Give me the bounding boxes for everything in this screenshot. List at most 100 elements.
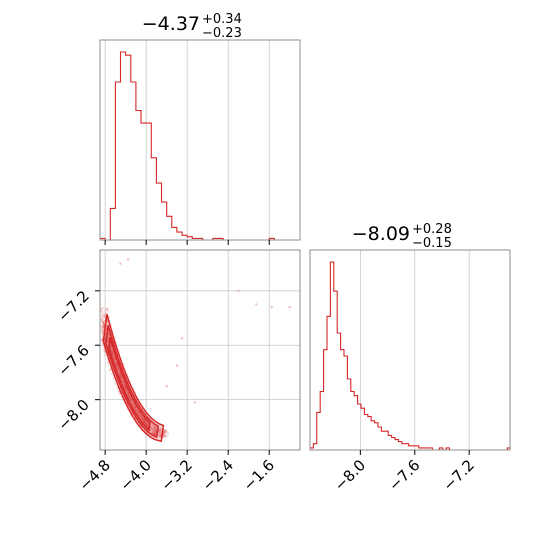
- scatter-point: [150, 427, 154, 430]
- scatter-point: [121, 380, 124, 383]
- scatter-point: [145, 422, 148, 425]
- scatter-point: [129, 398, 132, 401]
- scatter-point: [102, 326, 105, 329]
- scatter-point: [100, 318, 103, 321]
- scatter-point: [131, 404, 134, 407]
- scatter-point: [110, 348, 113, 351]
- joint-ytick-label: −7.6: [54, 341, 92, 379]
- scatter-point: [114, 358, 117, 361]
- scatter-point: [163, 430, 166, 433]
- scatter-point: [101, 313, 104, 316]
- scatter-point: [102, 321, 105, 324]
- scatter-point: [270, 305, 273, 309]
- scatter-point: [134, 405, 137, 408]
- scatter-point: [107, 332, 110, 335]
- scatter-point: [128, 394, 131, 397]
- scatter-point: [106, 342, 109, 345]
- scatter-point: [124, 386, 127, 389]
- scatter-point: [152, 432, 155, 435]
- scatter-point: [107, 336, 110, 340]
- scatter-point: [163, 430, 166, 434]
- contour-level: [108, 337, 151, 432]
- scatter-point: [134, 405, 137, 408]
- scatter-point: [100, 331, 103, 334]
- scatter-point: [159, 432, 162, 435]
- scatter-point: [115, 365, 118, 368]
- scatter-point: [109, 343, 112, 346]
- hist2-line: [310, 261, 511, 451]
- scatter-point: [137, 412, 140, 415]
- scatter-point: [164, 430, 167, 433]
- scatter-point: [134, 409, 138, 412]
- scatter-point: [100, 338, 103, 341]
- scatter-point: [153, 427, 156, 430]
- scatter-point: [144, 420, 147, 423]
- scatter-point: [154, 429, 158, 433]
- scatter-point: [158, 429, 161, 432]
- scatter-point: [158, 430, 162, 433]
- scatter-point: [102, 306, 105, 309]
- scatter-point: [123, 384, 126, 387]
- scatter-point: [237, 289, 240, 292]
- joint-xtick-label: −2.4: [199, 456, 237, 494]
- scatter-point: [159, 429, 162, 432]
- scatter-point: [126, 393, 129, 396]
- scatter-point: [143, 420, 146, 423]
- scatter-point: [158, 434, 161, 437]
- joint-ytick-label: −7.2: [54, 287, 92, 325]
- scatter-point: [128, 396, 131, 399]
- scatter-point: [102, 348, 105, 351]
- hist2-tick-label: −7.6: [385, 456, 423, 494]
- scatter-point: [117, 369, 120, 372]
- scatter-point: [100, 326, 103, 329]
- scatter-point: [152, 431, 155, 434]
- scatter-point: [151, 431, 154, 434]
- contour-level: [102, 313, 165, 442]
- scatter-point: [103, 313, 106, 317]
- scatter-point: [147, 424, 150, 427]
- joint-xtick-label: −1.6: [240, 456, 278, 494]
- scatter-point: [102, 314, 105, 317]
- scatter-point: [103, 312, 106, 315]
- scatter-point: [138, 411, 141, 414]
- scatter-point: [145, 423, 148, 426]
- scatter-point: [110, 351, 113, 354]
- scatter-point: [108, 367, 112, 371]
- scatter-point: [114, 357, 117, 360]
- scatter-point: [105, 312, 108, 315]
- scatter-point: [136, 411, 139, 414]
- scatter-point: [154, 428, 157, 431]
- scatter-point: [117, 367, 120, 370]
- scatter-point: [149, 426, 152, 429]
- scatter-point: [100, 307, 103, 310]
- scatter-point: [154, 430, 157, 433]
- scatter-point: [151, 432, 154, 435]
- scatter-point: [102, 323, 106, 326]
- scatter-point: [163, 428, 166, 431]
- scatter-point: [126, 391, 129, 395]
- scatter-point: [153, 429, 156, 432]
- scatter-point: [115, 362, 118, 365]
- scatter-point: [111, 352, 115, 355]
- scatter-point: [130, 398, 133, 401]
- scatter-point: [134, 406, 137, 409]
- scatter-point: [102, 326, 105, 330]
- hist2-frame: [309, 249, 511, 451]
- scatter-point: [159, 430, 162, 433]
- hist2-title-plus: +0.28: [412, 222, 452, 237]
- scatter-point: [101, 329, 105, 332]
- joint-frame: [99, 249, 301, 451]
- scatter-point: [145, 423, 149, 426]
- scatter-point: [102, 323, 105, 326]
- hist2-title-minus: −0.15: [412, 236, 452, 251]
- scatter-point: [164, 431, 167, 434]
- scatter-point: [153, 433, 156, 436]
- scatter-point: [139, 414, 142, 418]
- scatter-point: [101, 318, 104, 321]
- scatter-point: [119, 374, 122, 378]
- scatter-point: [165, 429, 168, 432]
- scatter-point: [107, 334, 110, 337]
- scatter-point: [109, 369, 112, 372]
- scatter-point: [162, 434, 165, 437]
- scatter-point: [152, 428, 155, 431]
